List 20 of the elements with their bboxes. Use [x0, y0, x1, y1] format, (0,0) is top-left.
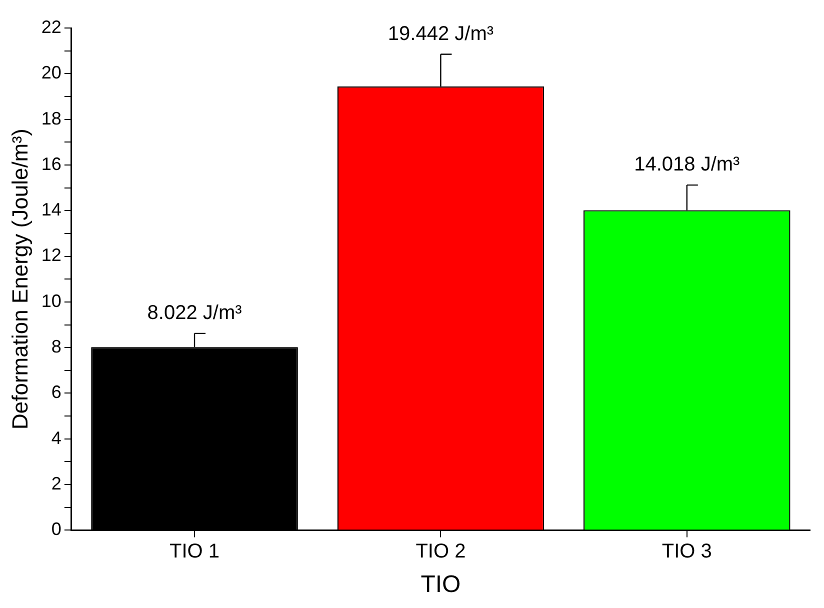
y-tick-label: 12	[41, 245, 62, 266]
y-tick-label: 22	[41, 16, 62, 37]
x-tick-label: TIO 2	[416, 540, 466, 563]
y-tick-label: 0	[51, 519, 62, 540]
y-tick-label: 16	[41, 154, 62, 174]
y-tick-label: 14	[41, 200, 62, 220]
y-tick-label: 20	[41, 62, 62, 83]
y-tick-label: 6	[51, 382, 62, 402]
data-label: 19.442 J/m³	[388, 22, 494, 45]
x-tick-label: TIO 1	[170, 540, 220, 563]
y-axis-title: Deformation Energy (Joule/m³)	[7, 128, 32, 430]
y-tick-label: 8	[51, 336, 62, 357]
y-tick-label: 18	[41, 108, 62, 128]
y-tick-label: 10	[41, 290, 62, 311]
data-label: 14.018 J/m³	[634, 154, 740, 176]
data-label: 8.022 J/m³	[147, 302, 242, 324]
x-tick-label: TIO 3	[662, 540, 712, 563]
x-axis-title: TIO	[420, 571, 461, 598]
y-tick-label: 4	[51, 428, 62, 448]
y-tick-label: 2	[51, 474, 62, 494]
